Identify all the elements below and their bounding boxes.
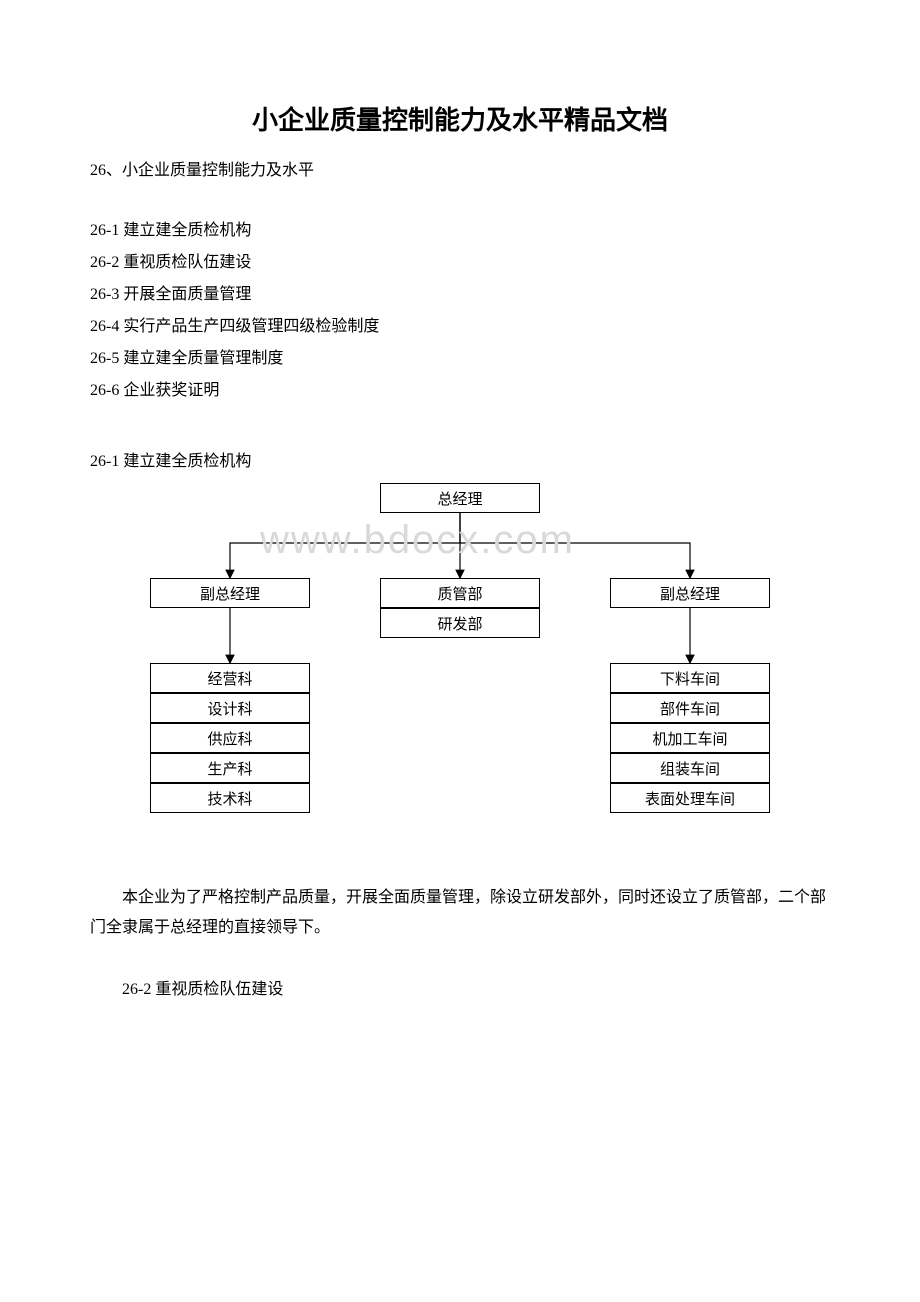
section-heading: 26-2 重视质检队伍建设	[90, 974, 830, 1006]
document-page: 小企业质量控制能力及水平精品文档 26、小企业质量控制能力及水平 26-1 建立…	[0, 0, 920, 1302]
org-node-vp2: 副总经理	[610, 578, 770, 608]
org-node-r4: 组装车间	[610, 753, 770, 783]
intro-line: 26、小企业质量控制能力及水平	[90, 155, 830, 187]
toc-item: 26-2 重视质检队伍建设	[90, 247, 830, 279]
toc-item: 26-3 开展全面质量管理	[90, 279, 830, 311]
toc-item: 26-1 建立建全质检机构	[90, 215, 830, 247]
toc-item: 26-5 建立建全质量管理制度	[90, 343, 830, 375]
page-title: 小企业质量控制能力及水平精品文档	[90, 100, 830, 137]
org-node-qm: 质管部	[380, 578, 540, 608]
org-node-r3: 机加工车间	[610, 723, 770, 753]
org-node-gm: 总经理	[380, 483, 540, 513]
section-heading: 26-1 建立建全质检机构	[90, 447, 830, 471]
watermark: www.bdocx.com	[260, 518, 575, 563]
org-node-l2: 设计科	[150, 693, 310, 723]
org-node-l4: 生产科	[150, 753, 310, 783]
org-node-r2: 部件车间	[610, 693, 770, 723]
org-node-r1: 下料车间	[610, 663, 770, 693]
org-chart: www.bdocx.com 总经理副总经理 质管部研发部 副总经理经营科设计科供应科生…	[140, 483, 780, 843]
org-node-l1: 经营科	[150, 663, 310, 693]
toc-item: 26-6 企业获奖证明	[90, 375, 830, 407]
org-node-l5: 技术科	[150, 783, 310, 813]
org-node-r5: 表面处理车间	[610, 783, 770, 813]
org-node-l3: 供应科	[150, 723, 310, 753]
org-node-rd: 研发部	[380, 608, 540, 638]
toc-item: 26-4 实行产品生产四级管理四级检验制度	[90, 311, 830, 343]
org-node-vp1: 副总经理	[150, 578, 310, 608]
body-paragraph: 本企业为了严格控制产品质量，开展全面质量管理，除设立研发部外，同时还设立了质管部…	[90, 883, 830, 944]
